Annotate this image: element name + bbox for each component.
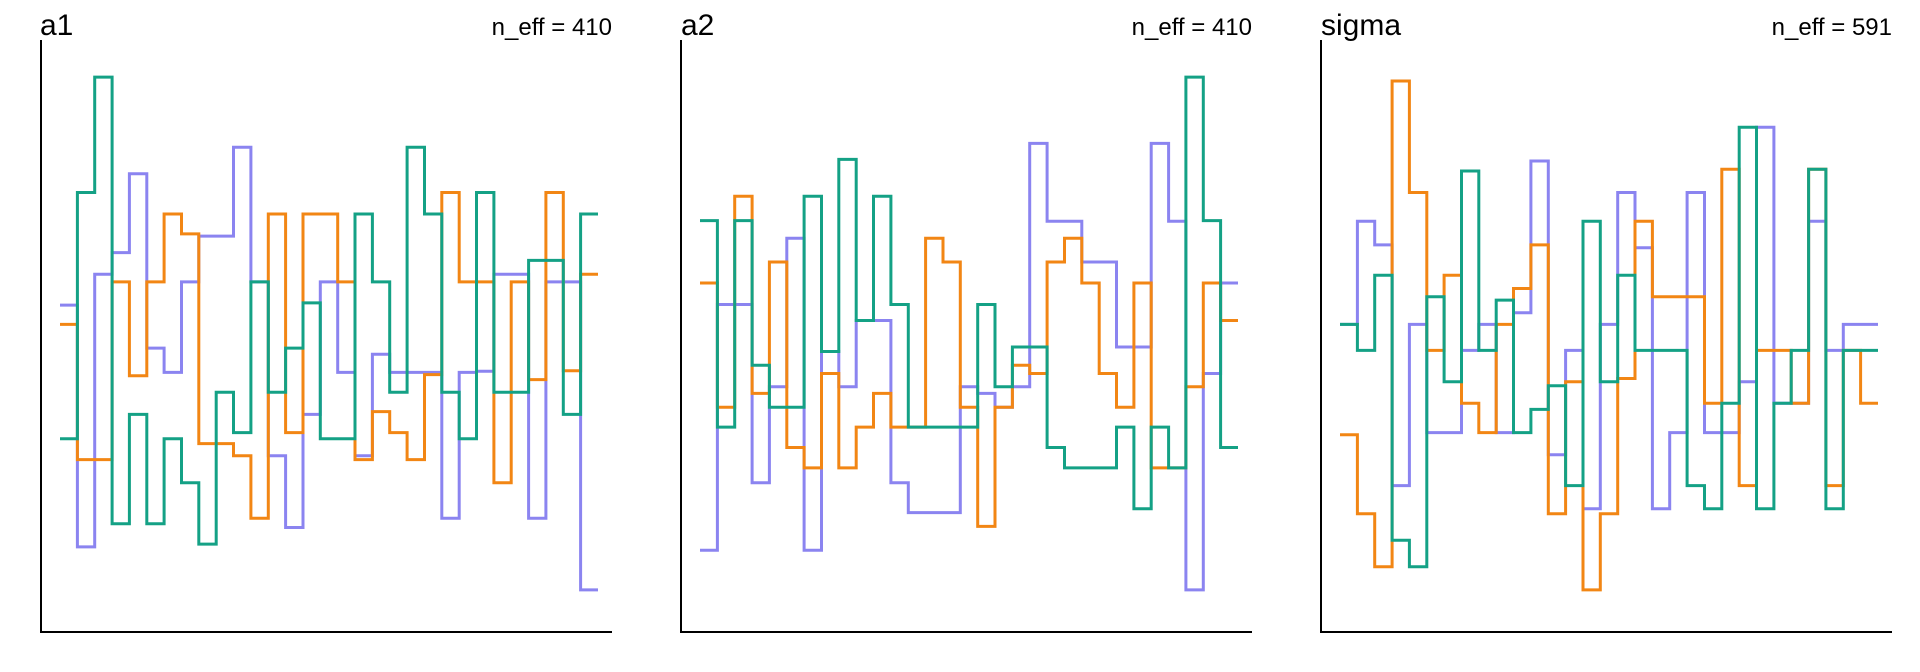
panel-a2: a2 n_eff = 410 [680,9,1252,633]
traces-a2 [700,75,1238,592]
panel-sigma: sigma n_eff = 591 [1320,9,1892,633]
panel-title-a1: a1 [40,9,73,42]
traces-sigma [1340,79,1878,592]
trace-sigma-chain-2 [1340,79,1878,592]
trace-a2-chain-1 [700,141,1238,592]
panel-neff-a2: n_eff = 410 [1132,14,1252,41]
panel-title-sigma: sigma [1321,9,1401,42]
traces-a1 [60,75,598,592]
panel-neff-sigma: n_eff = 591 [1772,14,1892,41]
panel-a1: a1 n_eff = 410 [40,9,612,633]
panel-title-a2: a2 [681,9,714,42]
trace-sigma-chain-3 [1340,125,1878,569]
trace-a1-chain-2 [60,191,598,520]
trace-sigma-chain-1 [1340,125,1878,511]
trace-a2-chain-3 [700,75,1238,511]
trace-a2-chain-2 [700,194,1238,528]
panel-neff-a1: n_eff = 410 [492,14,612,41]
trace-a1-chain-3 [60,75,598,546]
